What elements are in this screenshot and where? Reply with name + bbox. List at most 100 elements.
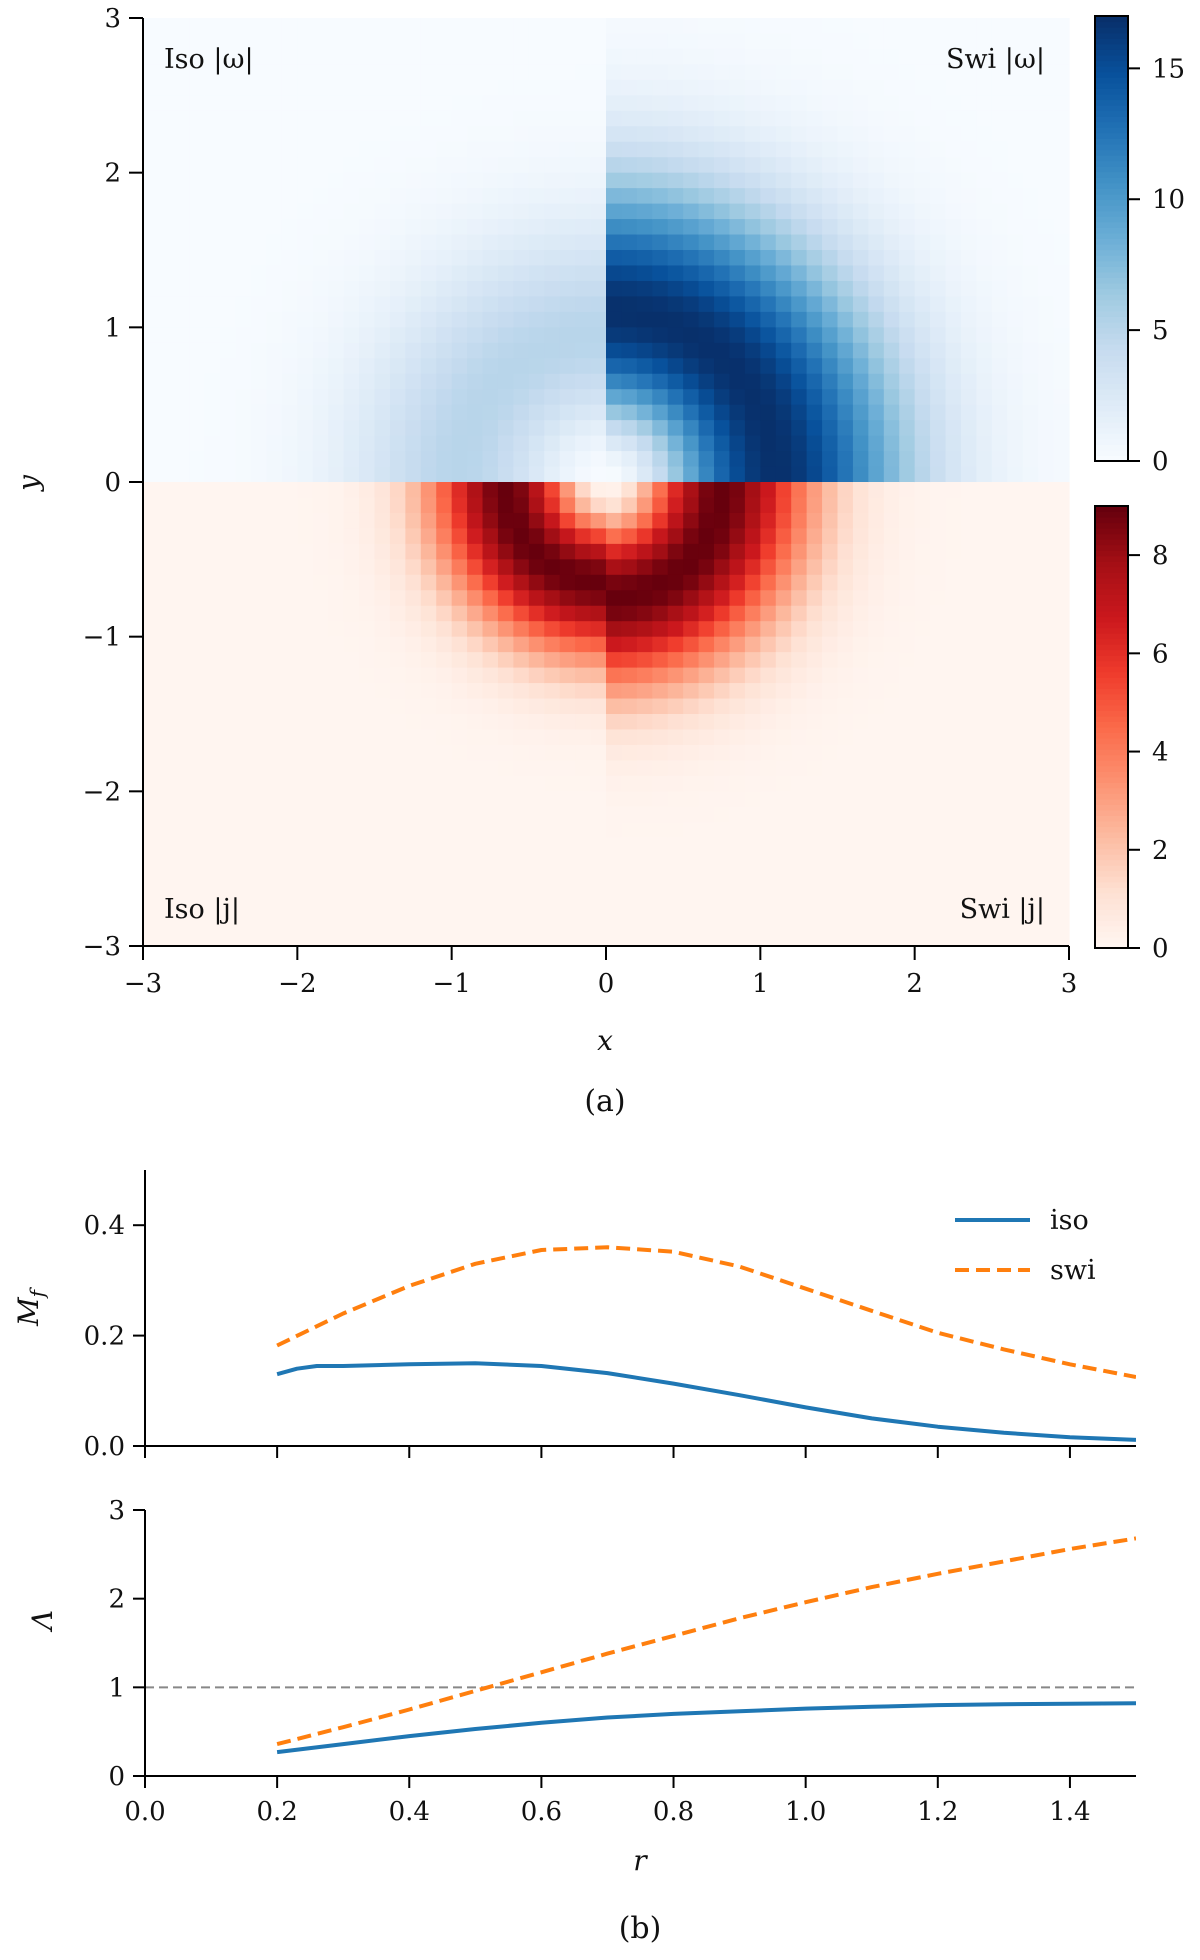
heatmap-cell [822,760,839,777]
heatmap-cell [683,636,700,653]
heatmap-cell [883,899,900,916]
heatmap-cell [1053,559,1070,576]
heatmap-cell [374,559,391,576]
heatmap-cell [374,512,391,529]
heatmap-cell [266,636,283,653]
heatmap-cell [714,543,731,560]
heatmap-cell [173,652,190,669]
heatmap-cell [930,219,947,236]
heatmap-cell [559,342,576,359]
heatmap-cell [791,760,808,777]
heatmap-cell [760,744,777,761]
heatmap-cell [744,219,761,236]
heatmap-cell [775,358,792,375]
heatmap-cell [266,683,283,700]
heatmap-cell [806,95,823,112]
heatmap-cell [652,868,669,885]
heatmap-cell [698,837,715,854]
heatmap-cell [837,126,854,143]
heatmap-cell [760,729,777,746]
heatmap-cell [482,435,499,452]
heatmap-cell [1053,280,1070,297]
heatmap-cell [528,559,545,576]
heatmap-cell [189,404,206,421]
heatmap-cell [544,64,561,81]
heatmap-cell [744,822,761,839]
heatmap-cell [652,95,669,112]
heatmap-cell [544,837,561,854]
heatmap-cell [544,512,561,529]
heatmap-cell [852,605,869,622]
heatmap-cell [945,714,962,731]
heatmap-cell [467,621,484,638]
heatmap-cell [389,837,406,854]
heatmap-cell [791,868,808,885]
colorbar-segment [1095,577,1128,584]
heatmap-cell [343,79,360,96]
heatmap-cell [899,744,916,761]
heatmap-cell [281,466,298,483]
heatmap-cell [189,822,206,839]
heatmap-cell [158,157,175,174]
heatmap-cell [621,714,638,731]
heatmap-cell [621,791,638,808]
heatmap-cell [822,683,839,700]
heatmap-cell [251,157,268,174]
heatmap-cell [914,729,931,746]
heatmap-cell [1038,250,1055,267]
heatmap-cell [868,899,885,916]
heatmap-cell [359,806,376,823]
heatmap-cell [636,280,653,297]
heatmap-cell [204,559,221,576]
heatmap-cell [575,698,592,715]
heatmap-cell [359,451,376,468]
heatmap-cell [714,33,731,50]
heatmap-cell [220,729,237,746]
heatmap-cell [420,915,437,932]
heatmap-cell [220,265,237,282]
heatmap-cell [436,512,453,529]
colorbar-segment [1095,638,1128,645]
heatmap-cell [204,219,221,236]
heatmap-cell [575,775,592,792]
heatmap-cell [837,250,854,267]
heatmap-cell [513,435,530,452]
heatmap-cell [575,203,592,220]
heatmap-cell [698,188,715,205]
heatmap-cell [1038,853,1055,870]
heatmap-cell [883,822,900,839]
heatmap-cell [528,512,545,529]
heatmap-cell [359,760,376,777]
heatmap-cell [852,698,869,715]
heatmap-cell [991,157,1008,174]
heatmap-cell [266,806,283,823]
heatmap-cell [143,636,160,653]
heatmap-cell [359,497,376,514]
heatmap-cell [420,110,437,127]
heatmap-cell [899,389,916,406]
heatmap-cell [667,698,684,715]
heatmap-cell [775,605,792,622]
heatmap-cell [204,110,221,127]
heatmap-cell [389,342,406,359]
heatmap-cell [528,899,545,916]
heatmap-cell [714,126,731,143]
heatmap-cell [1007,250,1024,267]
heatmap-cell [451,110,468,127]
heatmap-cell [482,636,499,653]
heatmap-cell [220,435,237,452]
heatmap-cell [374,621,391,638]
heatmap-cell [189,420,206,437]
heatmap-cell [143,64,160,81]
heatmap-cell [359,482,376,499]
heatmap-cell [544,775,561,792]
heatmap-cell [389,296,406,313]
heatmap-cell [389,33,406,50]
heatmap-cell [729,729,746,746]
heatmap-cell [960,296,977,313]
heatmap-cell [729,188,746,205]
heatmap-cell [652,621,669,638]
heatmap-cell [467,698,484,715]
heatmap-cell [976,18,993,35]
heatmap-cell [667,683,684,700]
